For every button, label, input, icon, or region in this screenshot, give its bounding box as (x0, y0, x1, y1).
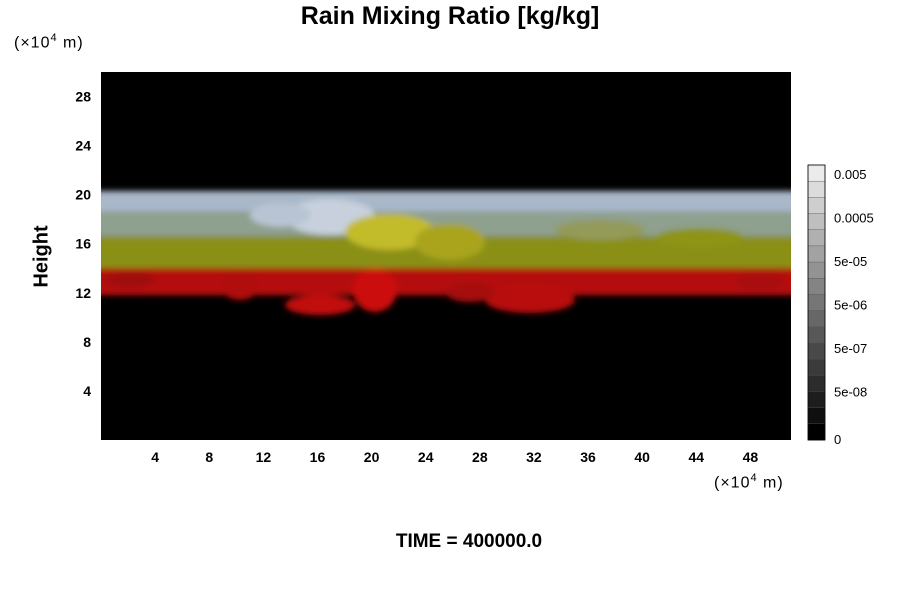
field-blob (353, 268, 397, 312)
colorbar-swatch (807, 197, 826, 215)
colorbar-swatch (807, 358, 826, 376)
colorbar-swatch (807, 375, 826, 392)
colorbar-label: 0.005 (834, 167, 867, 182)
colorbar-label: 5e-05 (834, 254, 867, 269)
x-tick-label: 32 (526, 449, 542, 465)
colorbar-swatch (807, 164, 826, 182)
colorbar-swatch (807, 261, 826, 279)
x-tick-label: 8 (205, 449, 213, 465)
colorbar-swatch (807, 391, 826, 409)
colorbar-frame (807, 164, 826, 441)
colorbar-swatch (807, 342, 826, 360)
x-tick-label: 36 (580, 449, 596, 465)
field-blob (555, 220, 645, 240)
y-tick-label: 24 (75, 138, 91, 154)
field-band-0 (101, 190, 791, 212)
colorbar-swatch (807, 245, 826, 263)
colorbar-label: 5e-08 (834, 385, 867, 400)
colorbar-swatch (807, 423, 826, 441)
x-tick-label: 24 (418, 449, 434, 465)
field-blob (485, 287, 575, 313)
colorbar-swatch (807, 294, 826, 312)
field-blob (220, 270, 260, 300)
field-blob (655, 228, 745, 248)
colorbar-label: 0.0005 (834, 211, 874, 226)
y-tick-label: 4 (83, 383, 91, 399)
colorbar-swatch (807, 229, 826, 247)
x-unit-label: (×104 m) (714, 472, 784, 492)
y-tick-label: 16 (75, 236, 91, 252)
y-tick-label: 28 (75, 89, 91, 105)
colorbar-swatch (807, 278, 826, 295)
x-tick-label: 20 (364, 449, 380, 465)
x-tick-label: 16 (310, 449, 326, 465)
x-tick-label: 40 (634, 449, 650, 465)
colorbar-swatch (807, 213, 826, 231)
y-tick-label: 12 (75, 285, 91, 301)
x-tick-label: 4 (151, 449, 159, 465)
field-blob (735, 273, 785, 291)
field-blob (105, 272, 155, 288)
colorbar-swatch (807, 180, 826, 198)
field-blob (345, 214, 435, 250)
x-tick-label: 12 (256, 449, 272, 465)
colorbar-label: 5e-07 (834, 341, 867, 356)
field-blob (445, 282, 495, 302)
field-blob (250, 203, 310, 227)
chart-title: Rain Mixing Ratio [kg/kg] (300, 2, 600, 30)
y-tick-label: 8 (83, 334, 91, 350)
y-tick-label: 20 (75, 187, 91, 203)
colorbar-swatch (807, 310, 826, 328)
field-blob (415, 224, 485, 260)
y-unit-label: (×104 m) (14, 32, 84, 52)
colorbar-label: 5e-06 (834, 298, 867, 313)
time-label: TIME = 400000.0 (395, 531, 543, 552)
x-tick-label: 48 (743, 449, 759, 465)
x-tick-label: 28 (472, 449, 488, 465)
colorbar-swatch (807, 326, 826, 344)
colorbar-swatch (807, 407, 826, 425)
x-tick-label: 44 (689, 449, 705, 465)
field-blob (285, 295, 355, 315)
colorbar-label: 0 (834, 432, 841, 447)
